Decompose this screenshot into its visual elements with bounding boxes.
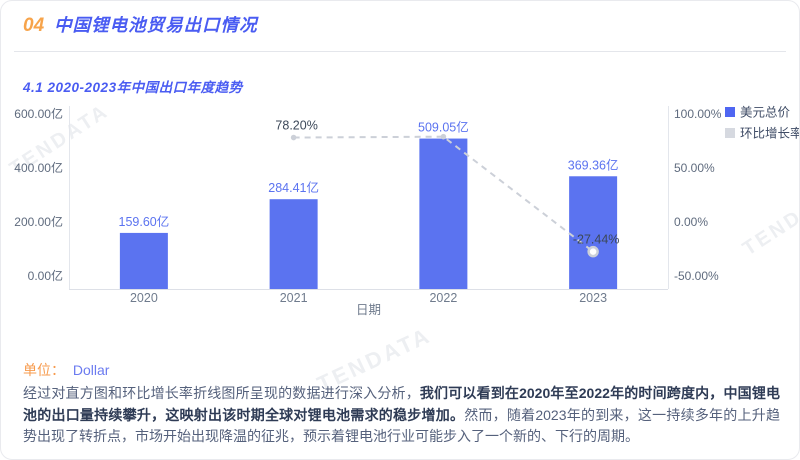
growth-rate-line — [293, 135, 594, 253]
growth-point-2022[interactable] — [440, 133, 447, 140]
growth-point-2023[interactable] — [587, 245, 599, 258]
bar-value-label-2021: 284.41亿 — [268, 180, 319, 195]
x-axis-tick-2020: 2020 — [130, 291, 158, 305]
bar-2023[interactable] — [569, 176, 618, 289]
right-axis-tick: 50.00% — [674, 161, 715, 175]
bar-2021[interactable] — [269, 199, 318, 289]
chart-subtitle: 4.1 2020-2023年中国出口年度趋势 — [23, 80, 243, 95]
right-axis-tick: -50.00% — [674, 269, 719, 283]
x-axis-title: 日期 — [356, 303, 381, 317]
legend-label-bar[interactable]: 美元总价 — [740, 106, 791, 120]
bar-value-label-2022: 509.05亿 — [418, 120, 469, 135]
left-axis-tick: 0.00亿 — [28, 268, 63, 283]
bar-value-label-2020: 159.60亿 — [119, 214, 170, 229]
x-axis-tick-2022: 2022 — [429, 291, 457, 305]
legend-swatch-bar[interactable] — [725, 107, 735, 117]
x-axis-tick-2023: 2023 — [579, 291, 607, 305]
header-divider — [14, 51, 786, 52]
analysis-text: 然而，随着2023年的到来，这一持续多年的上升趋势出现了转折点，市场开始出现降温… — [23, 406, 780, 445]
growth-label-2023: -27.44% — [573, 233, 620, 247]
left-axis-tick: 200.00亿 — [14, 214, 63, 229]
page-title: 中国锂电池贸易出口情况 — [54, 15, 258, 35]
x-axis-tick-2021: 2021 — [280, 291, 308, 305]
legend-label-line[interactable]: 环比增长率 — [740, 126, 800, 141]
bar-2020[interactable] — [119, 232, 168, 289]
analysis-bold-text: 我们可以看到在2020年至2022年的时间跨度内，中国锂电池的出口量持续攀升，这… — [23, 385, 780, 423]
unit-label: 单位： — [23, 362, 65, 378]
bar-2022[interactable] — [419, 138, 468, 289]
right-axis-tick: 100.00% — [674, 107, 722, 121]
analysis-text: 经过对直方图和环比增长率折线图所呈现的数据进行深入分析， — [23, 385, 420, 401]
left-axis-tick: 400.00亿 — [14, 160, 63, 175]
growth-point-2021[interactable] — [290, 134, 297, 141]
right-axis-tick: 0.00% — [674, 215, 708, 229]
page-header: 04 中国锂电池贸易出口情况 — [23, 12, 258, 37]
growth-label-2021: 78.20% — [275, 119, 317, 133]
legend-swatch-line[interactable] — [725, 128, 735, 138]
left-axis-tick: 600.00亿 — [14, 106, 63, 121]
section-number: 04 — [23, 15, 45, 36]
unit-line: 单位： Dollar — [23, 360, 109, 380]
analysis-paragraph: 经过对直方图和环比增长率折线图所呈现的数据进行深入分析，我们可以看到在2020年… — [23, 383, 780, 448]
bar-value-label-2023: 369.36亿 — [568, 157, 619, 172]
unit-value: Dollar — [72, 362, 110, 378]
